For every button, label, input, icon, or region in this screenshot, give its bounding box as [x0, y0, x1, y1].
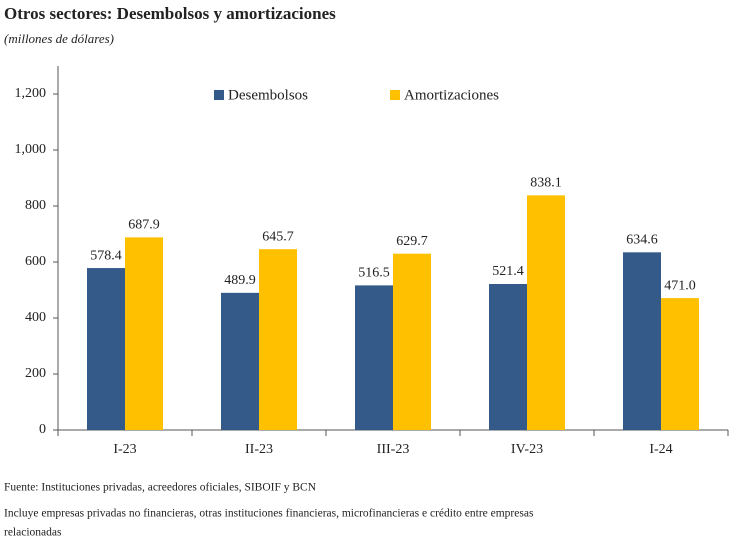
x-tick-label: I-24 — [649, 442, 672, 457]
y-tick-label: 600 — [25, 254, 46, 269]
legend-swatch — [390, 90, 400, 100]
x-tick-label: II-23 — [245, 442, 273, 457]
y-tick-label: 1,200 — [15, 86, 47, 101]
value-label: 634.6 — [626, 233, 658, 248]
chart-subtitle: (millones de dólares) — [4, 31, 114, 46]
value-label: 516.5 — [358, 266, 390, 281]
bar — [661, 298, 699, 430]
legend-label: Amortizaciones — [404, 87, 499, 103]
bar — [489, 284, 527, 430]
x-tick-label: I-23 — [113, 442, 136, 457]
value-label: 471.0 — [664, 278, 696, 293]
y-tick-label: 1,000 — [15, 142, 47, 157]
note: Incluye empresas privadas no financieras… — [4, 508, 534, 520]
bar — [393, 253, 431, 430]
bar — [623, 252, 661, 430]
bar — [355, 285, 393, 430]
x-tick-label: IV-23 — [511, 442, 543, 457]
bar — [87, 268, 125, 430]
y-tick-label: 0 — [39, 422, 46, 437]
value-label: 645.7 — [262, 229, 294, 244]
bar — [259, 249, 297, 430]
value-label: 521.4 — [492, 264, 524, 279]
y-tick-label: 200 — [25, 366, 46, 381]
chart-title: Otros sectores: Desembolsos y amortizaci… — [4, 4, 336, 23]
bar — [221, 292, 259, 430]
bar — [125, 237, 163, 430]
note: Fuente: Instituciones privadas, acreedor… — [4, 482, 317, 494]
y-tick-label: 800 — [25, 198, 46, 213]
value-label: 838.1 — [530, 176, 562, 191]
legend-swatch — [214, 90, 224, 100]
value-label: 629.7 — [396, 234, 428, 249]
bar — [527, 195, 565, 430]
note: relacionadas — [4, 527, 62, 539]
value-label: 489.9 — [224, 273, 256, 288]
value-label: 687.9 — [128, 218, 160, 233]
legend-label: Desembolsos — [228, 87, 308, 103]
y-tick-label: 400 — [25, 310, 46, 325]
x-tick-label: III-23 — [377, 442, 410, 457]
value-label: 578.4 — [90, 248, 122, 263]
